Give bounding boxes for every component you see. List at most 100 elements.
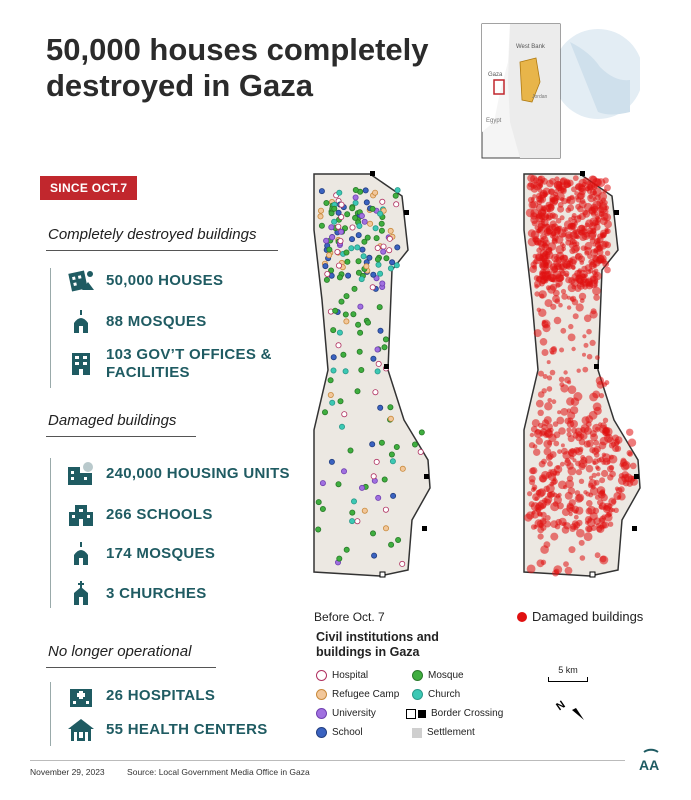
institution-marker <box>341 468 348 475</box>
damage-marker <box>578 539 585 546</box>
university-marker-icon <box>316 708 327 719</box>
damage-marker <box>537 391 545 398</box>
damage-marker <box>536 489 545 498</box>
institution-marker <box>387 265 394 272</box>
damage-marker <box>571 265 576 270</box>
damage-marker <box>582 352 586 357</box>
institution-marker <box>367 220 374 227</box>
institution-marker <box>370 473 377 480</box>
damage-marker <box>543 432 549 439</box>
damage-marker <box>541 320 549 328</box>
damage-marker <box>595 376 605 385</box>
damage-marker <box>590 248 599 257</box>
institution-marker <box>351 498 358 505</box>
institution-marker <box>335 481 342 488</box>
institution-marker <box>389 458 396 465</box>
damage-marker <box>553 440 560 447</box>
damage-marker <box>578 478 585 484</box>
institution-marker <box>380 243 387 250</box>
institution-marker <box>326 252 333 259</box>
institution-marker <box>369 284 376 291</box>
institution-marker <box>318 222 325 229</box>
damage-marker <box>594 273 599 278</box>
institution-marker <box>355 269 362 276</box>
institution-marker <box>377 210 384 217</box>
institution-marker <box>330 354 337 361</box>
damage-marker <box>568 546 576 554</box>
damage-marker <box>549 178 556 185</box>
health-center-icon <box>66 717 96 743</box>
damage-marker <box>595 426 600 431</box>
damage-marker <box>590 525 597 531</box>
legend-hospital: Hospital <box>316 670 368 681</box>
damage-marker <box>568 323 574 330</box>
damage-marker <box>626 428 634 436</box>
damage-marker <box>544 495 553 504</box>
legend-refugee-camp: Refugee Camp <box>316 689 399 700</box>
damage-marker <box>581 278 590 287</box>
damage-marker <box>557 449 562 454</box>
institution-marker <box>348 245 355 252</box>
damage-marker <box>600 231 607 239</box>
damage-marker <box>554 176 560 182</box>
damage-marker <box>630 462 637 470</box>
damage-marker <box>564 491 573 500</box>
institution-marker <box>315 526 322 533</box>
damage-marker <box>588 410 598 420</box>
damage-marker <box>572 232 579 239</box>
institution-marker <box>337 398 344 405</box>
damage-marker <box>600 422 607 429</box>
damage-marker <box>547 398 552 403</box>
institution-marker <box>343 293 350 300</box>
damage-marker <box>558 427 566 435</box>
damage-marker <box>525 208 535 218</box>
footer: November 29, 2023 Source: Local Governme… <box>30 767 310 777</box>
damage-marker <box>593 223 601 231</box>
damage-marker <box>598 393 605 399</box>
institution-marker <box>322 263 329 270</box>
damage-marker <box>536 520 545 528</box>
institution-marker <box>354 244 361 251</box>
institution-marker <box>369 441 376 448</box>
institution-marker <box>337 238 344 245</box>
damage-marker <box>598 211 605 217</box>
damage-marker <box>564 457 571 464</box>
damage-marker <box>596 248 604 256</box>
institution-marker <box>372 389 379 396</box>
institution-marker <box>362 187 369 194</box>
damage-marker <box>532 236 539 243</box>
institution-marker <box>380 248 387 255</box>
damage-marker <box>601 460 606 465</box>
institution-marker <box>357 303 364 310</box>
damage-marker <box>531 220 538 227</box>
damage-marker <box>576 493 585 502</box>
damage-marker <box>560 408 569 416</box>
damage-markers <box>524 174 638 577</box>
gaza-map-before <box>313 171 431 578</box>
damage-marker <box>569 448 576 454</box>
institution-marker <box>356 223 363 230</box>
stat-label: 55 HEALTH CENTERS <box>106 721 268 738</box>
damage-marker <box>598 441 607 450</box>
institution-marker <box>395 536 402 543</box>
damage-marker <box>572 313 579 320</box>
damage-marker <box>606 511 613 517</box>
damage-marker <box>602 240 609 248</box>
damage-marker <box>559 461 565 467</box>
institution-marker <box>394 244 401 251</box>
damage-marker <box>566 305 572 310</box>
institution-marker <box>355 321 362 328</box>
damage-marker <box>578 255 586 263</box>
institution-marker <box>382 336 389 343</box>
legend-title: Civil institutions and buildings in Gaza <box>316 630 439 659</box>
damage-marker <box>602 188 607 194</box>
institution-marker <box>352 194 359 201</box>
damage-marker <box>558 302 563 308</box>
damage-marker <box>562 260 572 269</box>
damage-marker <box>537 533 544 540</box>
institution-marker <box>349 224 356 231</box>
damage-marker <box>530 425 538 433</box>
damage-marker <box>560 187 567 195</box>
page-title: 50,000 houses completely destroyed in Ga… <box>46 32 429 103</box>
institution-marker <box>329 234 336 241</box>
